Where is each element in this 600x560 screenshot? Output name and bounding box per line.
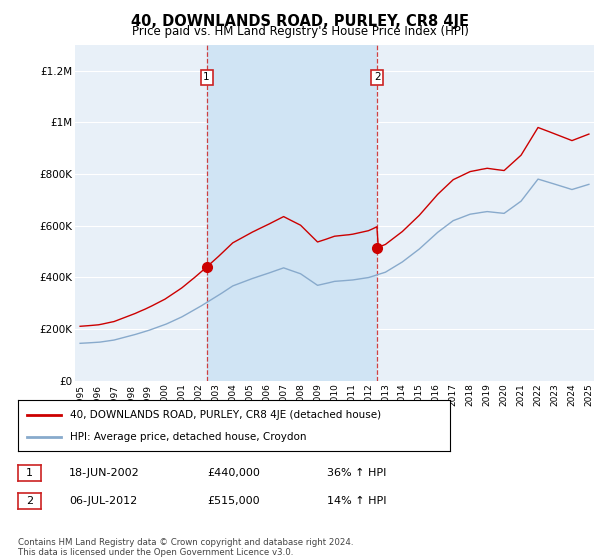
- Text: £440,000: £440,000: [207, 468, 260, 478]
- Text: 14% ↑ HPI: 14% ↑ HPI: [327, 496, 386, 506]
- Text: 06-JUL-2012: 06-JUL-2012: [69, 496, 137, 506]
- Text: Contains HM Land Registry data © Crown copyright and database right 2024.
This d: Contains HM Land Registry data © Crown c…: [18, 538, 353, 557]
- Text: 18-JUN-2002: 18-JUN-2002: [69, 468, 140, 478]
- Text: 1: 1: [26, 468, 33, 478]
- Text: Price paid vs. HM Land Registry's House Price Index (HPI): Price paid vs. HM Land Registry's House …: [131, 25, 469, 38]
- Bar: [206, 45, 377, 381]
- Text: 36% ↑ HPI: 36% ↑ HPI: [327, 468, 386, 478]
- Text: £515,000: £515,000: [207, 496, 260, 506]
- Text: HPI: Average price, detached house, Croydon: HPI: Average price, detached house, Croy…: [70, 432, 307, 442]
- Text: 2: 2: [26, 496, 33, 506]
- Text: 40, DOWNLANDS ROAD, PURLEY, CR8 4JE (detached house): 40, DOWNLANDS ROAD, PURLEY, CR8 4JE (det…: [70, 409, 381, 419]
- Text: 40, DOWNLANDS ROAD, PURLEY, CR8 4JE: 40, DOWNLANDS ROAD, PURLEY, CR8 4JE: [131, 14, 469, 29]
- Text: 2: 2: [374, 72, 380, 82]
- Text: 1: 1: [203, 72, 210, 82]
